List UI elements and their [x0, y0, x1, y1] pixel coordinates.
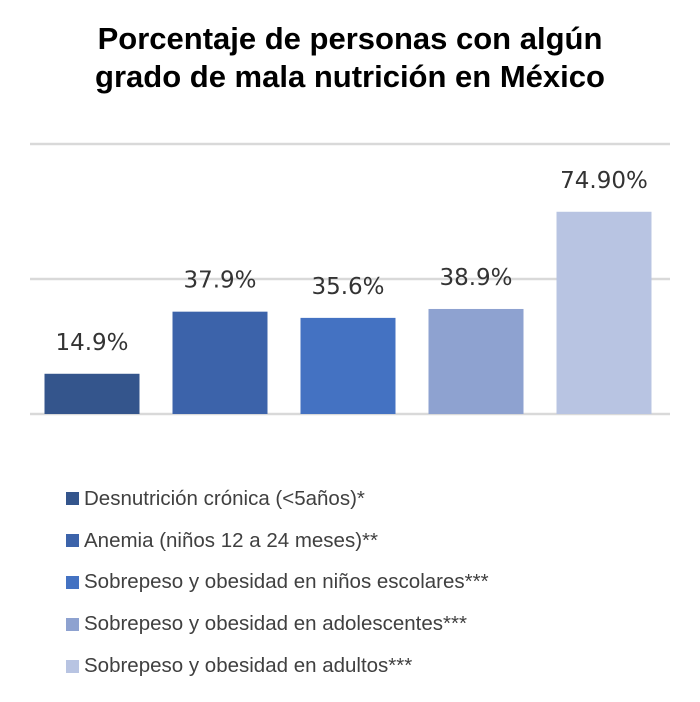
legend-item: Desnutrición crónica (<5años)* [66, 478, 489, 520]
chart-title: Porcentaje de personas con algún grado d… [0, 20, 700, 96]
legend-label: Sobrepeso y obesidad en adultos*** [84, 654, 413, 678]
legend-item: Sobrepeso y obesidad en adultos*** [66, 645, 489, 687]
bar [428, 308, 524, 414]
legend-swatch [66, 492, 79, 506]
data-label: 38.9% [439, 265, 512, 291]
bar [556, 211, 652, 414]
legend-item: Sobrepeso y obesidad en niños escolares*… [66, 562, 489, 604]
legend-label: Anemia (niños 12 a 24 meses)** [84, 528, 378, 552]
legend-swatch [66, 617, 79, 631]
bar-chart: 14.9% 37.9% 35.6% 38.9% 74.90% [30, 142, 670, 416]
chart-title-line-2: grado de mala nutrición en México [95, 59, 605, 94]
bar [44, 373, 140, 414]
legend-label: Desnutrición crónica (<5años)* [84, 486, 365, 510]
legend-label: Sobrepeso y obesidad en adolescentes*** [84, 612, 467, 636]
data-labels: 14.9% 37.9% 35.6% 38.9% 74.90% [55, 168, 647, 356]
legend-item: Sobrepeso y obesidad en adolescentes*** [66, 603, 489, 645]
legend-swatch [66, 534, 79, 548]
legend-swatch [66, 575, 79, 589]
data-label: 74.90% [560, 168, 648, 194]
legend-swatch [66, 659, 79, 673]
legend-label: Sobrepeso y obesidad en niños escolares*… [84, 570, 489, 594]
legend: Desnutrición crónica (<5años)* Anemia (n… [66, 478, 489, 687]
chart-title-line-1: Porcentaje de personas con algún [97, 21, 603, 56]
data-label: 35.6% [311, 274, 384, 300]
bar [172, 311, 268, 414]
bar [300, 317, 396, 414]
data-label: 14.9% [55, 330, 128, 356]
bars [44, 211, 652, 414]
data-label: 37.9% [183, 268, 256, 294]
legend-item: Anemia (niños 12 a 24 meses)** [66, 520, 489, 562]
